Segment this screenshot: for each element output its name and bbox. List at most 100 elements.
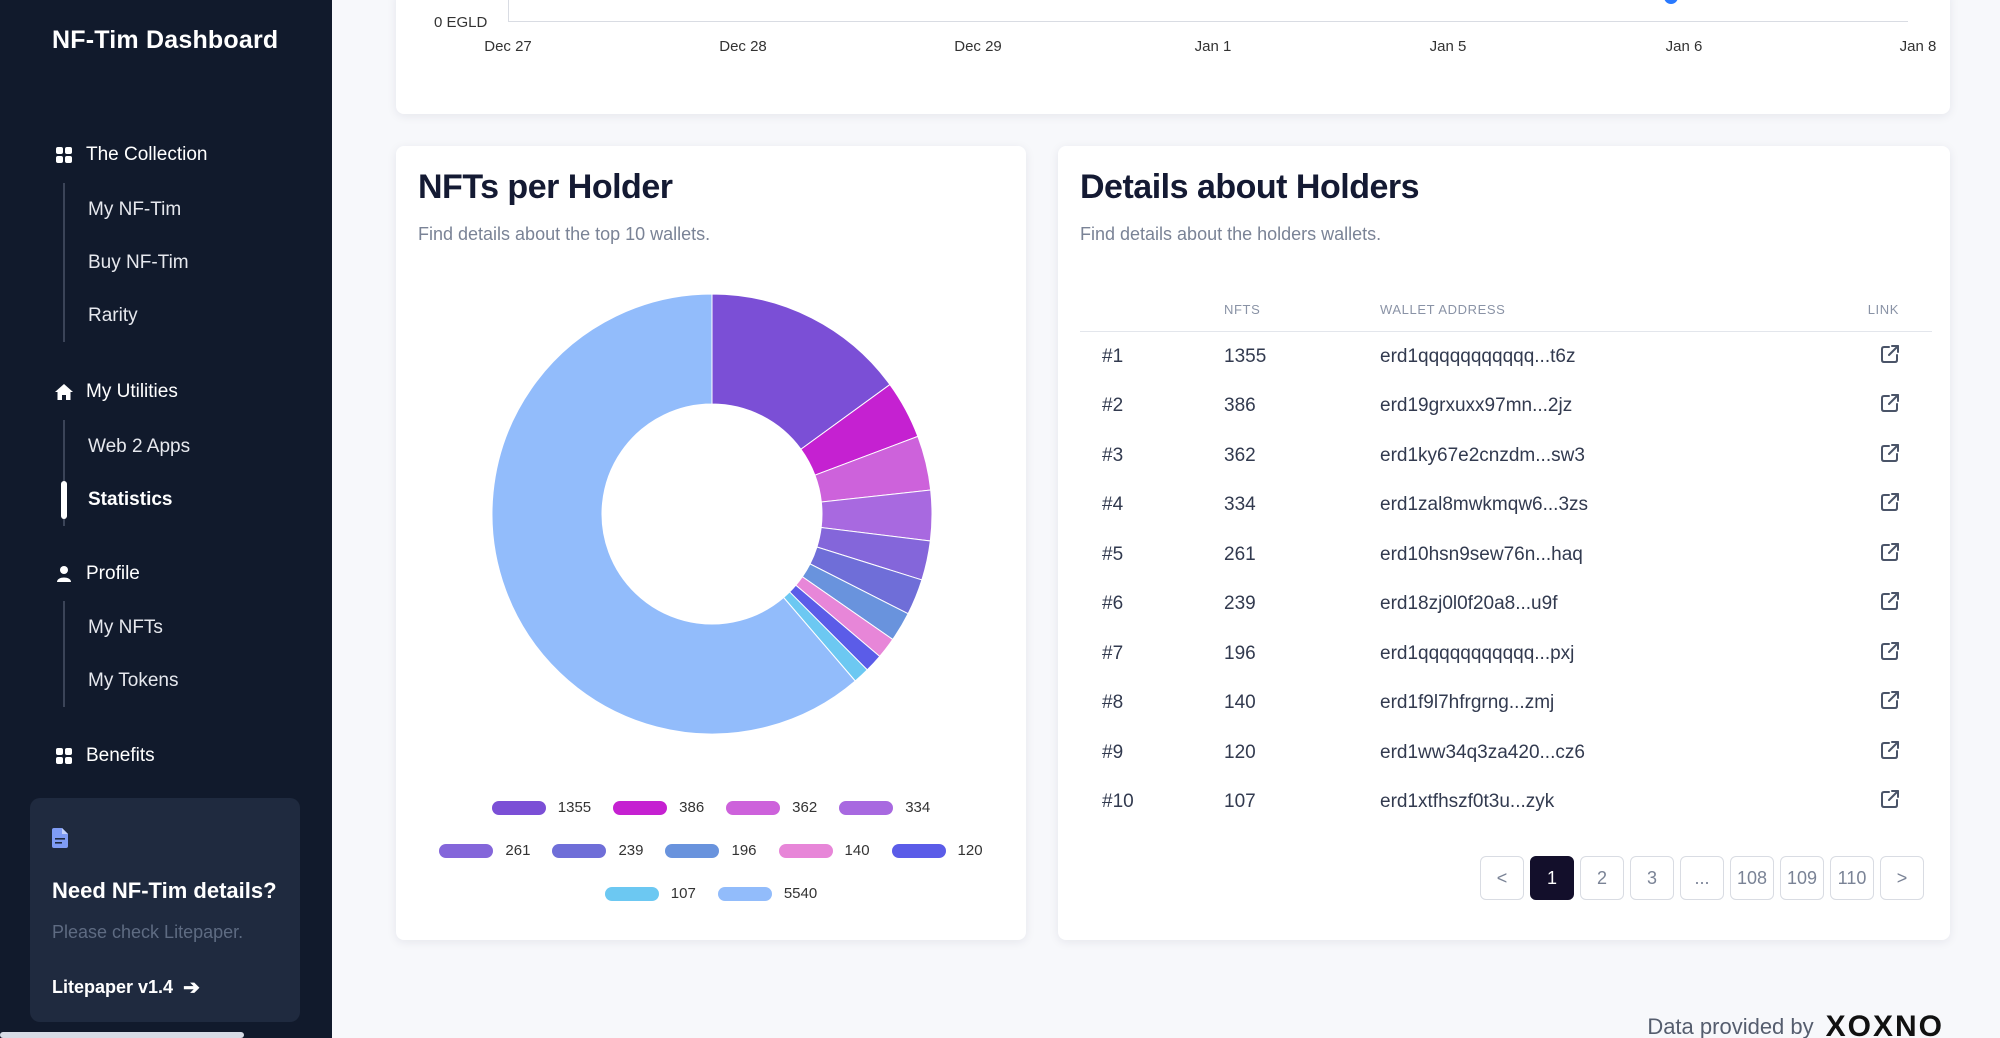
legend-item[interactable]: 1355 — [491, 799, 592, 816]
chart-legend: 1355 386 362 334 261 239 196 140 120 107 5540 — [416, 786, 1006, 915]
external-link-icon[interactable] — [1880, 443, 1900, 469]
legend-swatch — [778, 843, 833, 858]
legend-item[interactable]: 362 — [726, 799, 817, 816]
wallet-cell: erd18zj0l0f20a8...u9f — [1380, 593, 1558, 615]
user-icon — [54, 564, 74, 584]
page-button[interactable]: 1 — [1530, 856, 1574, 900]
nfts-cell: 334 — [1224, 494, 1256, 516]
legend-item[interactable]: 386 — [613, 799, 704, 816]
table-row: #8 140 erd1f9l7hfrgrng...zmj — [1080, 679, 1932, 729]
next-page-button[interactable]: > — [1880, 856, 1924, 900]
grid-icon — [54, 746, 74, 766]
column-header-nfts: NFTS — [1224, 302, 1261, 317]
grid-icon — [54, 145, 74, 165]
nav-section-profile[interactable]: Profile — [54, 563, 140, 585]
nav-section-collection[interactable]: The Collection — [54, 144, 207, 166]
nav-section-benefits[interactable]: Benefits — [54, 745, 155, 767]
legend-item[interactable]: 5540 — [717, 885, 818, 902]
legend-item[interactable]: 120 — [891, 842, 983, 859]
table-row: #4 334 erd1zal8mwkmqw6...3zs — [1080, 481, 1932, 531]
promo-subtitle: Please check Litepaper. — [52, 922, 244, 942]
legend-label: 1355 — [557, 799, 592, 816]
legend-item[interactable]: 334 — [839, 799, 930, 816]
rank-cell: #4 — [1102, 494, 1124, 516]
x-axis-line — [508, 21, 1908, 22]
pagination-ellipsis: ... — [1680, 856, 1724, 900]
external-link-icon[interactable] — [1880, 344, 1900, 370]
legend-item[interactable]: 196 — [665, 842, 757, 859]
legend-label: 140 — [844, 842, 870, 859]
nfts-cell: 196 — [1224, 642, 1256, 664]
donut-chart — [492, 294, 932, 734]
legend-label: 386 — [679, 799, 705, 816]
external-link-icon[interactable] — [1880, 690, 1900, 716]
table-row: #9 120 erd1ww34q3za420...cz6 — [1080, 728, 1932, 778]
nav-section-label: Profile — [86, 563, 140, 584]
litepaper-link-label: Litepaper v1.4 — [52, 977, 174, 997]
nfts-cell: 362 — [1224, 444, 1256, 466]
link-cell — [1850, 690, 1932, 716]
x-tick-label: Jan 8 — [1899, 38, 1937, 55]
external-link-icon[interactable] — [1880, 542, 1900, 568]
donut-slice[interactable] — [492, 294, 856, 734]
sidebar-scrollbar[interactable] — [0, 1032, 244, 1038]
footer-text: Data provided by — [1647, 1014, 1814, 1038]
sidebar-item-my-tokens[interactable]: My Tokens — [88, 670, 179, 691]
nfts-cell: 386 — [1224, 395, 1256, 417]
legend-label: 5540 — [783, 885, 818, 902]
external-link-icon[interactable] — [1880, 740, 1900, 766]
page-button[interactable]: 110 — [1830, 856, 1874, 900]
nav-group-utilities: Web 2 Apps Statistics — [60, 420, 191, 526]
legend-item[interactable]: 261 — [439, 842, 530, 859]
x-tick-label: Dec 27 — [484, 38, 532, 55]
sidebar-item-my-nfts[interactable]: My NFTs — [88, 617, 163, 638]
legend-item[interactable]: 140 — [778, 842, 870, 859]
legend-item[interactable]: 107 — [604, 885, 696, 902]
table-row: #1 1355 erd1qqqqqqqqqqq...t6z — [1080, 332, 1932, 382]
pie-card-title: NFTs per Holder — [418, 168, 673, 206]
legend-row: 1355 386 362 334 — [416, 786, 1006, 829]
page-button[interactable]: 2 — [1580, 856, 1624, 900]
legend-swatch — [439, 843, 494, 858]
external-link-icon[interactable] — [1880, 393, 1900, 419]
donut-slice[interactable] — [711, 294, 891, 450]
sidebar-item-web2-apps[interactable]: Web 2 Apps — [88, 436, 191, 457]
brand-title[interactable]: NF-Tim Dashboard — [52, 26, 279, 54]
pie-card-subtitle: Find details about the top 10 wallets. — [418, 224, 711, 244]
link-cell — [1850, 443, 1932, 469]
page-button[interactable]: 109 — [1780, 856, 1824, 900]
y-axis-line — [508, 0, 509, 22]
page-button[interactable]: 3 — [1630, 856, 1674, 900]
legend-item[interactable]: 239 — [552, 842, 643, 859]
legend-label: 239 — [618, 842, 644, 859]
data-provider-footer: Data provided by XOXNO — [1647, 1010, 1944, 1038]
sidebar-item-rarity[interactable]: Rarity — [88, 305, 138, 326]
table-row: #6 239 erd18zj0l0f20a8...u9f — [1080, 580, 1932, 630]
page-button[interactable]: 108 — [1730, 856, 1774, 900]
nav-section-utilities[interactable]: My Utilities — [54, 381, 178, 403]
wallet-cell: erd1ww34q3za420...cz6 — [1380, 741, 1585, 763]
x-tick-label: Jan 6 — [1665, 38, 1703, 55]
nfts-per-holder-card: NFTs per Holder Find details about the t… — [396, 146, 1026, 940]
sidebar-item-buy-nf-tim[interactable]: Buy NF-Tim — [88, 252, 189, 273]
nfts-cell: 261 — [1224, 543, 1256, 565]
xoxno-logo[interactable]: XOXNO — [1826, 1010, 1944, 1038]
external-link-icon[interactable] — [1880, 641, 1900, 667]
column-header-wallet: WALLET ADDRESS — [1380, 302, 1506, 317]
chart-data-point[interactable] — [1664, 0, 1678, 4]
legend-label: 362 — [792, 799, 818, 816]
external-link-icon[interactable] — [1880, 492, 1900, 518]
prev-page-button[interactable]: < — [1480, 856, 1524, 900]
litepaper-link[interactable]: Litepaper v1.4 ➔ — [52, 975, 200, 1000]
table-card-title: Details about Holders — [1080, 168, 1420, 206]
external-link-icon[interactable] — [1880, 591, 1900, 617]
table-row: #2 386 erd19grxuxx97mn...2jz — [1080, 382, 1932, 432]
nav-section-label: My Utilities — [86, 381, 178, 402]
rank-cell: #3 — [1102, 444, 1124, 466]
sidebar-item-my-nf-tim[interactable]: My NF-Tim — [88, 199, 182, 220]
external-link-icon[interactable] — [1880, 789, 1900, 815]
nav-group-collection: My NF-Tim Buy NF-Tim Rarity — [63, 183, 189, 342]
sidebar-item-statistics[interactable]: Statistics — [60, 473, 190, 526]
link-cell — [1850, 492, 1932, 518]
link-cell — [1850, 542, 1932, 568]
